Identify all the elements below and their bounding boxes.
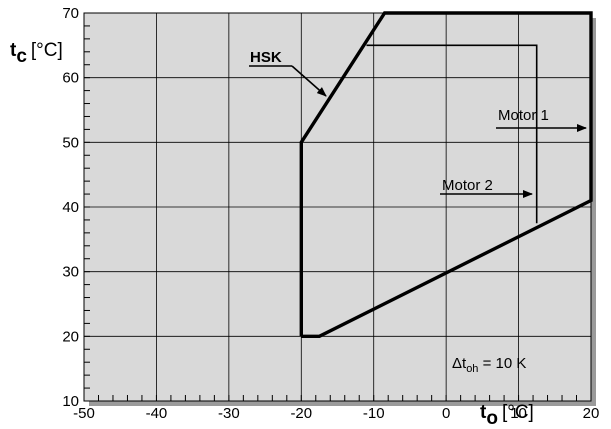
x-tick-label: 0 [442, 405, 450, 422]
minor-ticks [84, 25, 578, 401]
y-tick-label: 10 [62, 393, 79, 410]
motor1-label: Motor 1 [498, 107, 549, 124]
y-axis-title: tc [°C] [10, 40, 63, 67]
grid [84, 13, 591, 401]
tick-labels: -50 -40 -30 -20 -10 0 10 20 10 20 30 40 50 60 70 [62, 5, 599, 422]
x-tick-label: 20 [583, 405, 600, 422]
series-line-motor-1 [366, 44, 538, 224]
y-tick-label: 20 [62, 328, 79, 345]
x-axis-symbol: t [480, 402, 487, 423]
motor2-label: Motor 2 [442, 177, 493, 194]
x-tick-label: -50 [73, 405, 95, 422]
y-tick-label: 60 [62, 70, 79, 87]
x-axis-title: to [°C] [480, 402, 534, 429]
annotations: HSK Motor 1 Motor 2 Δtoh = 10 K [249, 49, 587, 375]
x-tick-label: -10 [363, 405, 385, 422]
y-tick-label: 40 [62, 199, 79, 216]
x-axis-subscript: o [486, 408, 498, 429]
y-tick-label: 30 [62, 264, 79, 281]
delta-t-oh-label: Δtoh = 10 K [452, 355, 526, 375]
y-axis-subscript: c [16, 46, 27, 67]
delta-t-subscript: oh [466, 363, 478, 375]
x-tick-label: -30 [218, 405, 240, 422]
x-tick-label: -20 [290, 405, 312, 422]
hsk-label: HSK [250, 49, 282, 66]
y-tick-label: 50 [62, 134, 79, 151]
x-axis-unit: [°C] [502, 402, 534, 423]
x-tick-label: 10 [510, 405, 527, 422]
x-tick-label: -40 [146, 405, 168, 422]
y-axis-symbol: t [10, 40, 17, 61]
series-line-hsk [299, 11, 593, 338]
delta-t-prefix: Δt [452, 355, 467, 372]
delta-t-suffix: = 10 K [478, 355, 526, 372]
series-layer [299, 11, 593, 338]
y-axis-unit: [°C] [31, 40, 63, 61]
y-tick-label: 70 [62, 5, 79, 22]
hsk-arrow [291, 65, 327, 97]
